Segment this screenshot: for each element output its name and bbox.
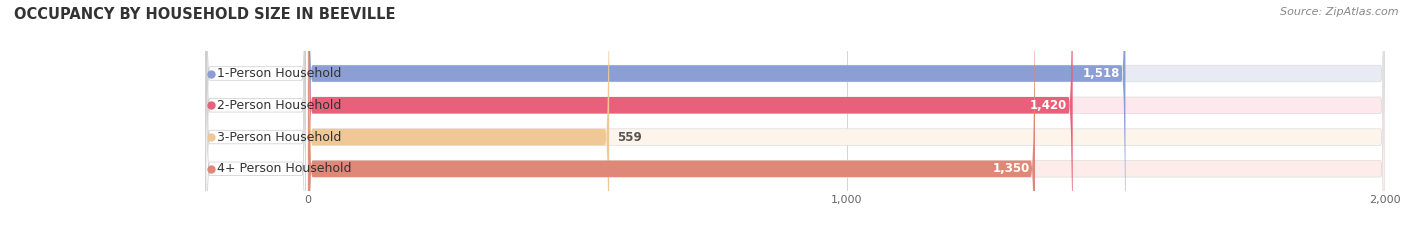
FancyBboxPatch shape (308, 0, 1385, 233)
Text: OCCUPANCY BY HOUSEHOLD SIZE IN BEEVILLE: OCCUPANCY BY HOUSEHOLD SIZE IN BEEVILLE (14, 7, 395, 22)
Text: 1,420: 1,420 (1031, 99, 1067, 112)
Text: 4+ Person Household: 4+ Person Household (217, 162, 352, 175)
FancyBboxPatch shape (308, 0, 1073, 233)
FancyBboxPatch shape (308, 0, 1385, 233)
FancyBboxPatch shape (308, 0, 1385, 233)
FancyBboxPatch shape (308, 0, 1035, 233)
Text: Source: ZipAtlas.com: Source: ZipAtlas.com (1281, 7, 1399, 17)
Text: 3-Person Household: 3-Person Household (217, 130, 342, 144)
Text: 1,518: 1,518 (1083, 67, 1121, 80)
FancyBboxPatch shape (205, 0, 305, 233)
FancyBboxPatch shape (205, 0, 305, 233)
Text: 2-Person Household: 2-Person Household (217, 99, 342, 112)
FancyBboxPatch shape (308, 0, 1125, 233)
FancyBboxPatch shape (308, 0, 1385, 233)
Text: 1,350: 1,350 (993, 162, 1029, 175)
FancyBboxPatch shape (205, 0, 305, 233)
FancyBboxPatch shape (205, 0, 305, 233)
Text: 559: 559 (617, 130, 643, 144)
FancyBboxPatch shape (308, 0, 609, 233)
Text: 1-Person Household: 1-Person Household (217, 67, 342, 80)
